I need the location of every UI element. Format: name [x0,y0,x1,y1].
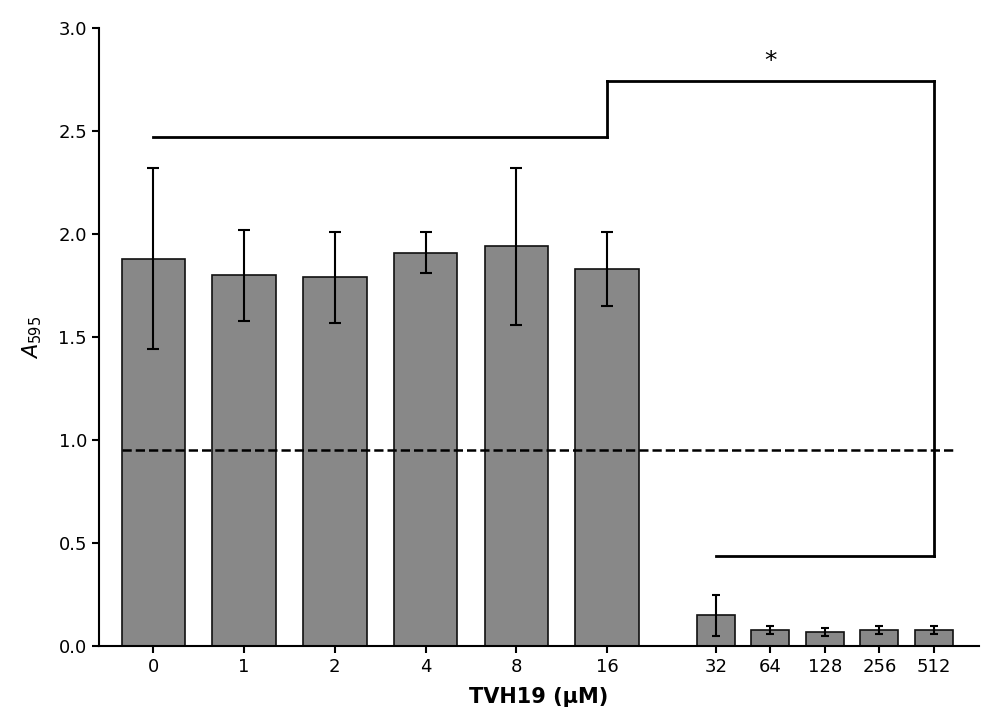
Bar [697,615,735,646]
X-axis label: TVH19 (μM): TVH19 (μM) [469,687,609,707]
Bar [485,246,548,646]
Y-axis label: $A_{595}$: $A_{595}$ [21,315,44,359]
Bar [303,277,367,646]
Text: *: * [764,50,777,74]
Bar [860,630,898,646]
Bar [806,632,844,646]
Bar [751,630,789,646]
Bar [212,275,276,646]
Bar [122,258,185,646]
Bar [915,630,953,646]
Bar [394,253,457,646]
Bar [575,269,639,646]
